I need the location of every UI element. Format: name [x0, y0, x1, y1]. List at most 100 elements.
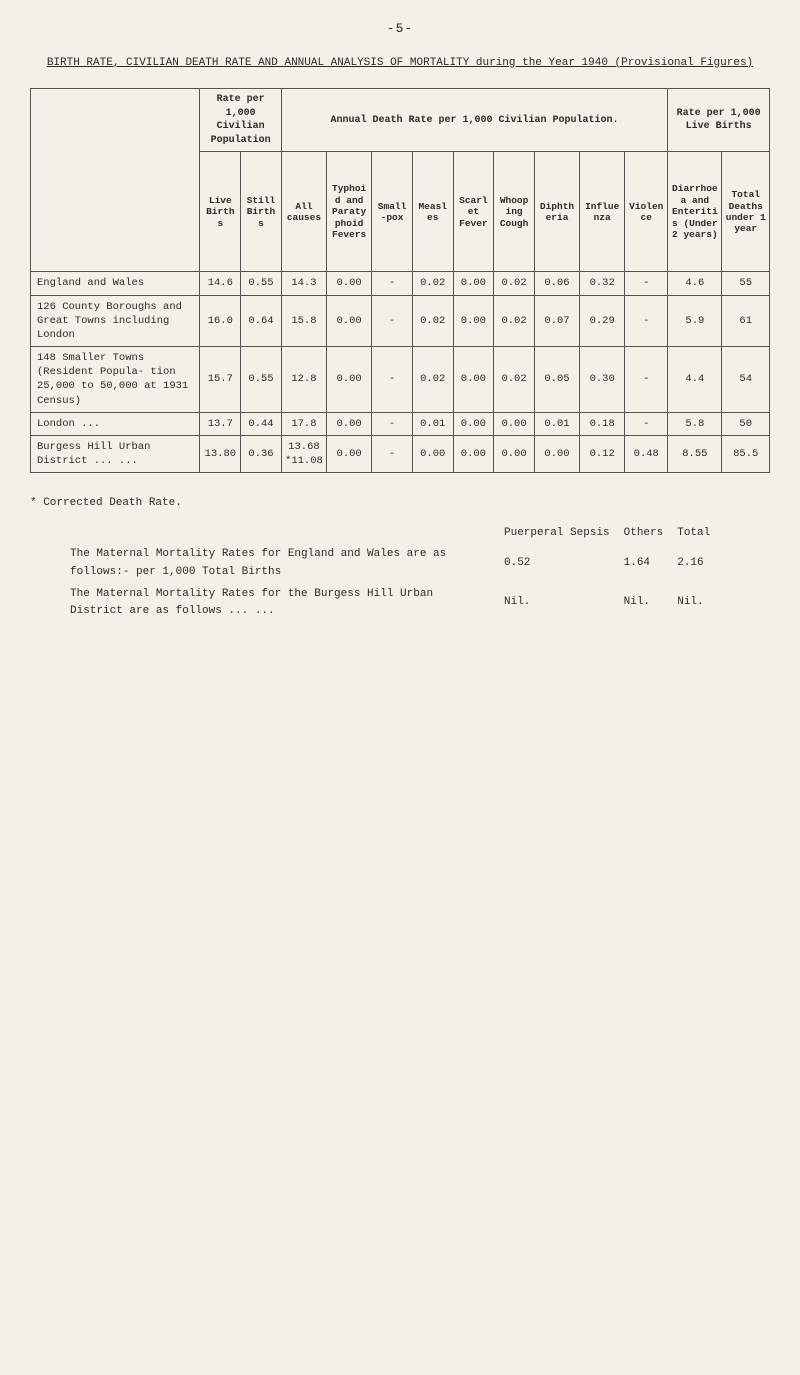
data-cell: 14.3 — [281, 272, 326, 295]
data-cell: 14.6 — [200, 272, 241, 295]
data-cell: 0.00 — [453, 347, 494, 413]
data-cell: 0.02 — [494, 295, 535, 347]
data-cell: 0.02 — [494, 272, 535, 295]
sepsis-val: 0.52 — [504, 544, 624, 583]
data-cell: 15.7 — [200, 347, 241, 413]
table-row: 148 Smaller Towns (Resident Popula- tion… — [31, 347, 770, 413]
data-cell: 0.12 — [580, 435, 625, 472]
col-all-causes: All causes — [281, 152, 326, 272]
data-cell: 0.00 — [453, 272, 494, 295]
others-label: Others — [624, 523, 678, 545]
data-cell: 17.8 — [281, 412, 326, 435]
nil2: Nil. — [624, 584, 678, 623]
data-cell: 50 — [722, 412, 770, 435]
data-cell: 13.7 — [200, 412, 241, 435]
col-whooping: Whooping Cough — [494, 152, 535, 272]
data-cell: 13.80 — [200, 435, 241, 472]
data-cell: - — [625, 347, 668, 413]
group1-header: Rate per 1,000 Civilian Population — [200, 89, 281, 152]
data-cell: 0.36 — [241, 435, 282, 472]
sepsis-label: Puerperal Sepsis — [504, 523, 624, 545]
total-label: Total — [677, 523, 724, 545]
col-violence: Violence — [625, 152, 668, 272]
data-cell: 4.6 — [668, 272, 722, 295]
data-cell: 0.02 — [494, 347, 535, 413]
data-cell: 0.00 — [327, 272, 372, 295]
data-cell: 61 — [722, 295, 770, 347]
data-cell: 0.00 — [327, 295, 372, 347]
group2-header: Annual Death Rate per 1,000 Civilian Pop… — [281, 89, 667, 152]
col-live-births: Live Births — [200, 152, 241, 272]
total-val: 2.16 — [677, 544, 724, 583]
data-cell: 85.5 — [722, 435, 770, 472]
data-cell: 16.0 — [200, 295, 241, 347]
data-cell: 0.00 — [327, 347, 372, 413]
data-cell: 0.00 — [494, 412, 535, 435]
data-cell: 0.05 — [534, 347, 579, 413]
data-cell: - — [372, 272, 413, 295]
data-cell: 0.00 — [327, 435, 372, 472]
col-scarlet: Scarlet Fever — [453, 152, 494, 272]
data-cell: 5.8 — [668, 412, 722, 435]
data-cell: 0.00 — [453, 295, 494, 347]
data-cell: 0.32 — [580, 272, 625, 295]
data-cell: 15.8 — [281, 295, 326, 347]
data-cell: 0.01 — [412, 412, 453, 435]
col-typhoid: Typhoid and Paratyphoid Fevers — [327, 152, 372, 272]
data-cell: - — [372, 295, 413, 347]
col-measles: Measles — [412, 152, 453, 272]
data-cell: 0.55 — [241, 272, 282, 295]
area-cell: England and Wales — [31, 272, 200, 295]
data-cell: 0.18 — [580, 412, 625, 435]
area-cell: London ... — [31, 412, 200, 435]
data-cell: 0.06 — [534, 272, 579, 295]
col-total-deaths: Total Deaths under 1 year — [722, 152, 770, 272]
data-cell: 54 — [722, 347, 770, 413]
col-still-births: Still Births — [241, 152, 282, 272]
page-number: -5- — [30, 20, 770, 38]
data-cell: - — [372, 347, 413, 413]
data-cell: - — [625, 272, 668, 295]
data-cell: - — [625, 412, 668, 435]
group3-header: Rate per 1,000 Live Births — [668, 89, 770, 152]
nil3: Nil. — [677, 584, 724, 623]
data-cell: - — [372, 412, 413, 435]
data-cell: 13.68 *11.08 — [281, 435, 326, 472]
data-cell: 0.00 — [453, 412, 494, 435]
area-cell: Burgess Hill Urban District ... ... — [31, 435, 200, 472]
note1: The Maternal Mortality Rates for England… — [70, 544, 504, 583]
data-cell: 55 — [722, 272, 770, 295]
data-cell: 12.8 — [281, 347, 326, 413]
data-cell: 4.4 — [668, 347, 722, 413]
area-cell: 148 Smaller Towns (Resident Popula- tion… — [31, 347, 200, 413]
data-cell: 0.02 — [412, 347, 453, 413]
table-row: London ...13.70.4417.80.00-0.010.000.000… — [31, 412, 770, 435]
data-cell: 0.64 — [241, 295, 282, 347]
data-cell: 0.01 — [534, 412, 579, 435]
col-influenza: Influenza — [580, 152, 625, 272]
table-body: England and Wales14.60.5514.30.00-0.020.… — [31, 272, 770, 473]
table-row: 126 County Boroughs and Great Towns incl… — [31, 295, 770, 347]
table-row: Burgess Hill Urban District ... ...13.80… — [31, 435, 770, 472]
data-cell: 0.00 — [534, 435, 579, 472]
col-smallpox: Small-pox — [372, 152, 413, 272]
area-cell: 126 County Boroughs and Great Towns incl… — [31, 295, 200, 347]
nil1: Nil. — [504, 584, 624, 623]
footnote-star: * Corrected Death Rate. — [30, 495, 770, 513]
data-cell: 5.9 — [668, 295, 722, 347]
data-cell: - — [372, 435, 413, 472]
table-row: England and Wales14.60.5514.30.00-0.020.… — [31, 272, 770, 295]
page-title: BIRTH RATE, CIVILIAN DEATH RATE AND ANNU… — [30, 56, 770, 71]
data-cell: 0.30 — [580, 347, 625, 413]
col-diphtheria: Diphtheria — [534, 152, 579, 272]
data-cell: 0.00 — [327, 412, 372, 435]
data-cell: - — [625, 295, 668, 347]
data-cell: 8.55 — [668, 435, 722, 472]
data-cell: 0.00 — [494, 435, 535, 472]
footnotes: * Corrected Death Rate. Puerperal Sepsis… — [30, 495, 770, 623]
data-cell: 0.02 — [412, 295, 453, 347]
data-cell: 0.00 — [412, 435, 453, 472]
data-cell: 0.00 — [453, 435, 494, 472]
data-cell: 0.02 — [412, 272, 453, 295]
mortality-table: Rate per 1,000 Civilian Population Annua… — [30, 88, 770, 473]
